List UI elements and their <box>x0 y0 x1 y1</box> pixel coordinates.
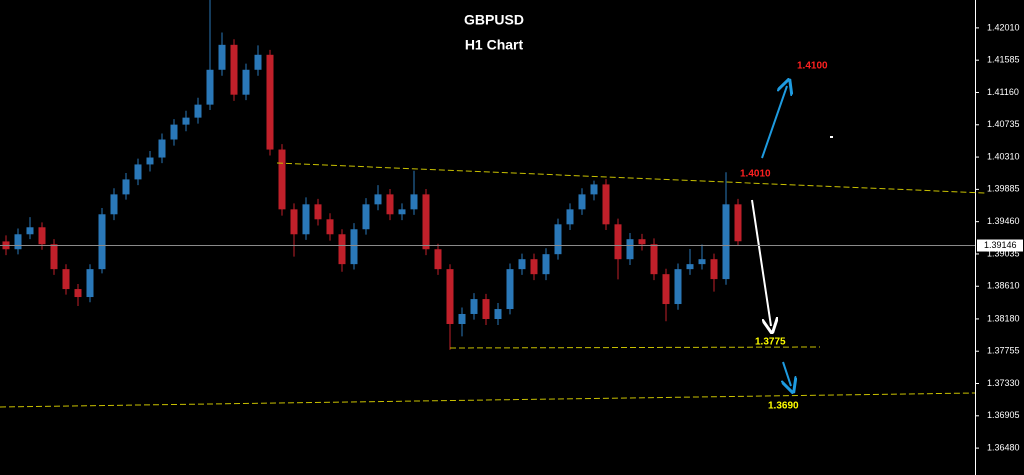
candle-body <box>62 269 70 290</box>
candle-body <box>110 194 118 215</box>
annotation: 1.3690 <box>768 401 799 412</box>
candle-body <box>674 269 682 305</box>
y-tick-label: 1.36480 <box>987 442 1020 452</box>
candle-body <box>734 204 742 242</box>
candle-body <box>194 104 202 118</box>
annotation: 1.4100 <box>797 61 828 72</box>
y-tick-label: 1.39460 <box>987 216 1020 226</box>
y-tick-label: 1.36905 <box>987 410 1020 420</box>
support-line <box>449 346 821 349</box>
candle-body <box>374 194 382 205</box>
candle-body <box>182 117 190 125</box>
candle-body <box>266 54 274 150</box>
candle-body <box>626 239 634 260</box>
support-line <box>0 392 976 408</box>
arrow <box>761 86 787 159</box>
candle-body <box>230 44 238 95</box>
candle-body <box>26 227 34 235</box>
candle-body <box>254 54 262 70</box>
candle-body <box>566 209 574 225</box>
candle-body <box>350 229 358 265</box>
y-tick-label: 1.37755 <box>987 346 1020 356</box>
candle-body <box>158 139 166 158</box>
candle-body <box>686 264 694 270</box>
candle-body <box>590 184 598 195</box>
candle-body <box>554 224 562 255</box>
candle-body <box>362 204 370 230</box>
candle-body <box>446 269 454 325</box>
y-tick-label: 1.37330 <box>987 378 1020 388</box>
candle-body <box>146 157 154 165</box>
candle-body <box>506 269 514 310</box>
annotation: 1.4010 <box>740 169 771 180</box>
candle-body <box>218 44 226 70</box>
candle-body <box>542 254 550 275</box>
candle-body <box>386 194 394 215</box>
y-tick-label: 1.39035 <box>987 248 1020 258</box>
candle-body <box>206 69 214 105</box>
annotation: 1.3775 <box>755 337 786 348</box>
candle-body <box>74 289 82 298</box>
current-price-box <box>977 239 1023 252</box>
candle-body <box>434 249 442 270</box>
arrow <box>783 361 791 386</box>
candle-body <box>494 309 502 319</box>
candle-body <box>662 274 670 305</box>
y-tick-label: 1.38180 <box>987 313 1020 323</box>
candle-body <box>518 259 526 270</box>
trend-line <box>276 162 986 194</box>
y-tick-label: 1.41585 <box>987 55 1020 65</box>
y-tick-label: 1.40310 <box>987 151 1020 161</box>
candle-body <box>722 204 730 280</box>
candle-body <box>134 164 142 180</box>
candle-body <box>530 259 538 275</box>
candle-body <box>86 269 94 298</box>
candle-body <box>290 209 298 235</box>
candle-body <box>614 224 622 260</box>
candle-body <box>38 227 46 245</box>
y-tick-label: 1.40735 <box>987 119 1020 129</box>
candle-body <box>98 214 106 270</box>
candle-body <box>458 313 466 325</box>
candle-body <box>578 194 586 210</box>
candle-body <box>410 194 418 210</box>
candle-body <box>278 149 286 210</box>
candle-body <box>326 219 334 235</box>
y-tick-label: 1.38610 <box>987 281 1020 291</box>
candle-body <box>14 234 22 250</box>
plot <box>2 0 742 350</box>
candle-body <box>338 234 346 265</box>
chart-title: GBPUSD <box>464 12 524 28</box>
candle-body <box>638 239 646 245</box>
candle-body <box>314 204 322 220</box>
candle-body <box>482 299 490 319</box>
y-tick-label: 1.41160 <box>987 87 1019 97</box>
y-tick-label: 1.42010 <box>987 22 1020 32</box>
candle-body <box>710 259 718 280</box>
y-tick-label: 1.39885 <box>987 184 1020 194</box>
candle-body <box>698 259 706 265</box>
candle-body <box>302 204 310 235</box>
candle-body <box>470 299 478 314</box>
chart-subtitle: H1 Chart <box>465 37 524 53</box>
dot <box>830 136 833 138</box>
candle-body <box>50 244 58 270</box>
candle-body <box>602 184 610 225</box>
candle-body <box>242 69 250 95</box>
candle-body <box>398 209 406 215</box>
candle-body <box>170 124 178 140</box>
arrow <box>751 199 771 326</box>
current-price-label: 1.39146 <box>984 240 1017 250</box>
candle-body <box>422 194 430 250</box>
candle-body <box>122 179 130 195</box>
candle-body <box>650 244 658 275</box>
